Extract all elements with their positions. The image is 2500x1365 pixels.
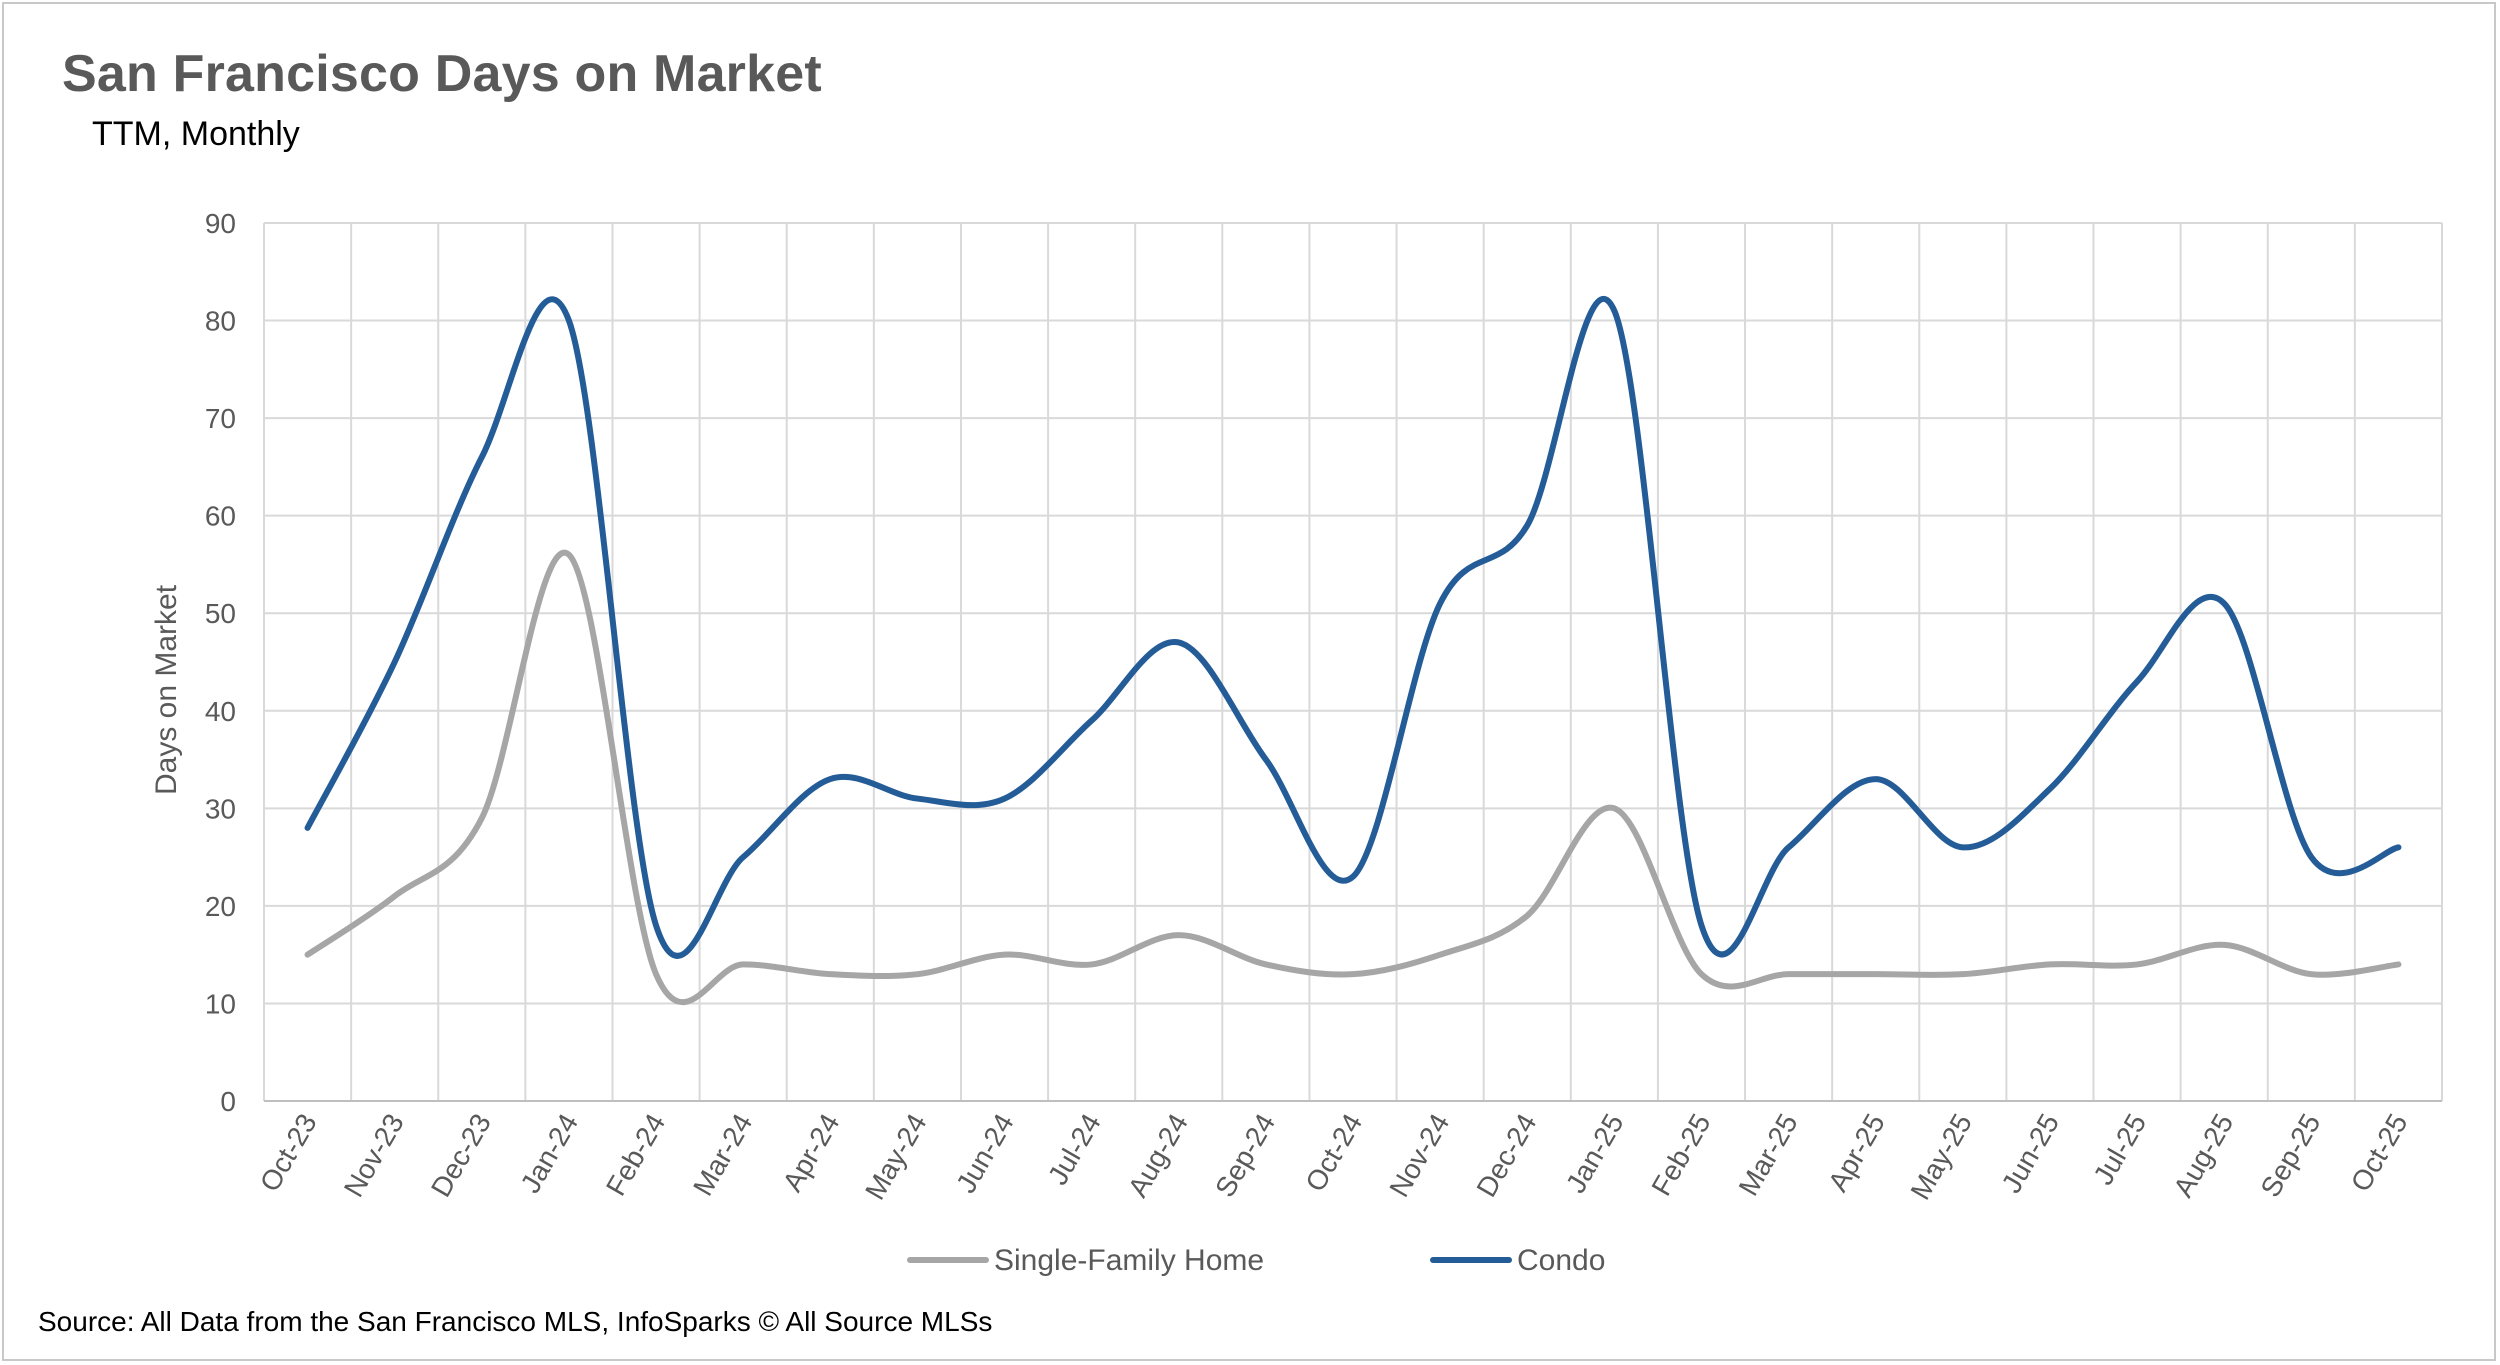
x-axis-ticks: Oct-23 Nov-23 Dec-23 Jan-24 Feb-24 Mar-24 Apr-…: [254, 1108, 2414, 1204]
x-tick-label: Aug-25: [2167, 1109, 2239, 1203]
x-tick-label: Feb-25: [1645, 1109, 1716, 1201]
y-tick-label: 60: [205, 501, 236, 532]
series-lines: [304, 296, 2402, 1006]
x-tick-label: Jul-25: [2087, 1109, 2152, 1191]
x-tick-label: Oct-25: [2345, 1109, 2414, 1197]
x-tick-label: Jun-25: [1995, 1109, 2065, 1199]
y-axis-label: Days on Market: [150, 584, 183, 795]
y-tick-label: 30: [205, 793, 236, 824]
y-tick-label: 10: [205, 988, 236, 1019]
series-line-single-family-home: [304, 549, 2402, 1006]
x-tick-label: Mar-25: [1733, 1109, 1804, 1201]
y-axis-ticks: 0 10 20 30 40 50 60 70 80 90: [205, 208, 236, 1117]
source-note: Source: All Data from the San Francisco …: [38, 1306, 993, 1337]
x-tick-label: Nov-23: [338, 1109, 410, 1203]
x-tick-label: Jan-24: [514, 1109, 584, 1199]
x-tick-label: Sep-25: [2255, 1109, 2327, 1203]
gridlines: [263, 222, 2443, 1102]
x-tick-label: Apr-25: [1822, 1109, 1891, 1197]
x-tick-label: Jul-24: [1042, 1109, 1107, 1191]
y-tick-label: 90: [205, 208, 236, 239]
x-tick-label: Oct-23: [254, 1109, 323, 1197]
chart-subtitle: TTM, Monthly: [92, 115, 300, 153]
x-tick-label: Nov-24: [1383, 1109, 1455, 1203]
x-tick-label: Mar-24: [687, 1109, 758, 1201]
x-tick-label: Sep-24: [1209, 1109, 1281, 1203]
chart-title: San Francisco Days on Market: [62, 45, 822, 103]
x-tick-label: Apr-24: [777, 1109, 846, 1197]
y-tick-label: 20: [205, 891, 236, 922]
x-tick-label: Jan-25: [1560, 1109, 1630, 1199]
y-tick-label: 0: [220, 1086, 236, 1117]
y-tick-label: 70: [205, 403, 236, 434]
series-line-condo: [304, 296, 2402, 959]
y-tick-label: 40: [205, 696, 236, 727]
x-tick-label: Jun-24: [950, 1109, 1020, 1199]
legend-label-condo: Condo: [1517, 1244, 1605, 1277]
legend-label-single-family-home: Single-Family Home: [994, 1244, 1264, 1277]
x-tick-label: Dec-23: [425, 1109, 497, 1203]
x-tick-label: Feb-24: [600, 1109, 671, 1201]
x-tick-label: May-24: [859, 1109, 933, 1205]
x-tick-label: Oct-24: [1299, 1109, 1368, 1197]
x-tick-label: Dec-24: [1470, 1109, 1542, 1203]
x-tick-label: Aug-24: [1122, 1109, 1194, 1203]
x-tick-label: May-25: [1905, 1108, 1979, 1204]
y-tick-label: 80: [205, 306, 236, 337]
y-tick-label: 50: [205, 598, 236, 629]
legend: Single-Family Home Condo: [907, 1244, 1605, 1277]
